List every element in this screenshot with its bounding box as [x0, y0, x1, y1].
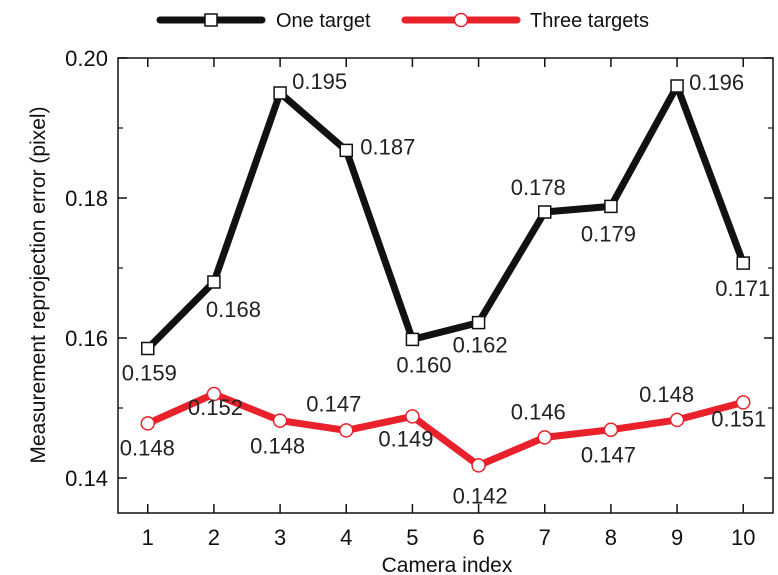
x-tick-label: 10	[731, 525, 755, 550]
data-label: 0.179	[581, 221, 636, 246]
data-point	[604, 199, 618, 214]
data-label: 0.159	[122, 361, 177, 386]
data-point	[670, 79, 684, 93]
data-point	[735, 395, 751, 410]
data-label: 0.148	[120, 435, 175, 460]
y-axis: 0.14 0.16 0.18 0.20	[65, 46, 773, 491]
y-tick-label: 0.18	[65, 186, 108, 211]
x-tick-label: 9	[671, 525, 683, 550]
data-point	[669, 412, 685, 428]
series-line	[144, 390, 747, 469]
data-label: 0.149	[378, 426, 433, 451]
x-axis: 1 2 3 4 5 6 7 8 9 10	[142, 58, 755, 550]
data-label: 0.171	[715, 276, 770, 301]
data-label: 0.152	[188, 395, 243, 420]
data-label: 0.178	[511, 175, 566, 200]
y-axis-title: Measurement reprojection error (pixel)	[27, 106, 50, 463]
x-tick-label: 5	[406, 525, 418, 550]
data-label: 0.142	[453, 483, 508, 508]
data-label: 0.147	[306, 391, 361, 416]
y-tick-label: 0.16	[65, 326, 108, 351]
x-tick-label: 8	[605, 525, 617, 550]
data-label: 0.195	[292, 69, 347, 94]
data-label: 0.148	[250, 434, 305, 459]
legend-item-1: Three targets	[401, 10, 649, 32]
legend-marker	[453, 12, 469, 28]
data-label: 0.146	[511, 399, 566, 424]
legend: One target Three targets	[156, 10, 649, 32]
data-label: 0.187	[360, 134, 415, 159]
data-point	[405, 332, 420, 347]
plot-frame	[117, 57, 774, 514]
x-axis-title: Camera index	[382, 554, 513, 575]
data-point	[339, 143, 354, 158]
legend-label: Three targets	[530, 10, 649, 32]
x-tick-label: 3	[274, 525, 286, 550]
series-line	[144, 82, 747, 352]
legend-label: One target	[276, 10, 371, 32]
data-point	[339, 423, 354, 438]
data-label: 0.148	[639, 382, 694, 407]
data-point	[207, 275, 221, 289]
data-point	[206, 386, 222, 402]
x-tick-label: 6	[472, 525, 484, 550]
data-label: 0.160	[396, 352, 451, 377]
y-tick-label: 0.20	[65, 46, 108, 71]
x-tick-label: 7	[539, 525, 551, 550]
data-point	[471, 315, 486, 330]
data-point	[272, 413, 288, 428]
y-tick-label: 0.14	[65, 466, 108, 491]
data-label: 0.147	[581, 443, 636, 468]
data-point	[537, 205, 552, 219]
legend-item-0: One target	[156, 10, 371, 32]
data-point	[141, 341, 155, 356]
x-tick-label: 1	[142, 525, 154, 550]
legend-marker	[204, 13, 218, 27]
data-point	[537, 430, 552, 445]
data-point	[736, 256, 750, 270]
data-label: 0.162	[453, 333, 508, 358]
x-tick-label: 4	[340, 525, 352, 550]
data-label: 0.196	[689, 70, 744, 95]
data-label: 0.168	[206, 297, 261, 322]
data-point	[471, 458, 486, 473]
data-point	[405, 409, 420, 424]
series-1: 0.1480.1520.1480.1470.1490.1420.1460.147…	[120, 382, 767, 509]
data-point	[140, 416, 156, 431]
data-label: 0.151	[711, 406, 766, 431]
data-point	[273, 86, 287, 100]
x-tick-label: 2	[208, 525, 220, 550]
data-point	[603, 422, 619, 437]
